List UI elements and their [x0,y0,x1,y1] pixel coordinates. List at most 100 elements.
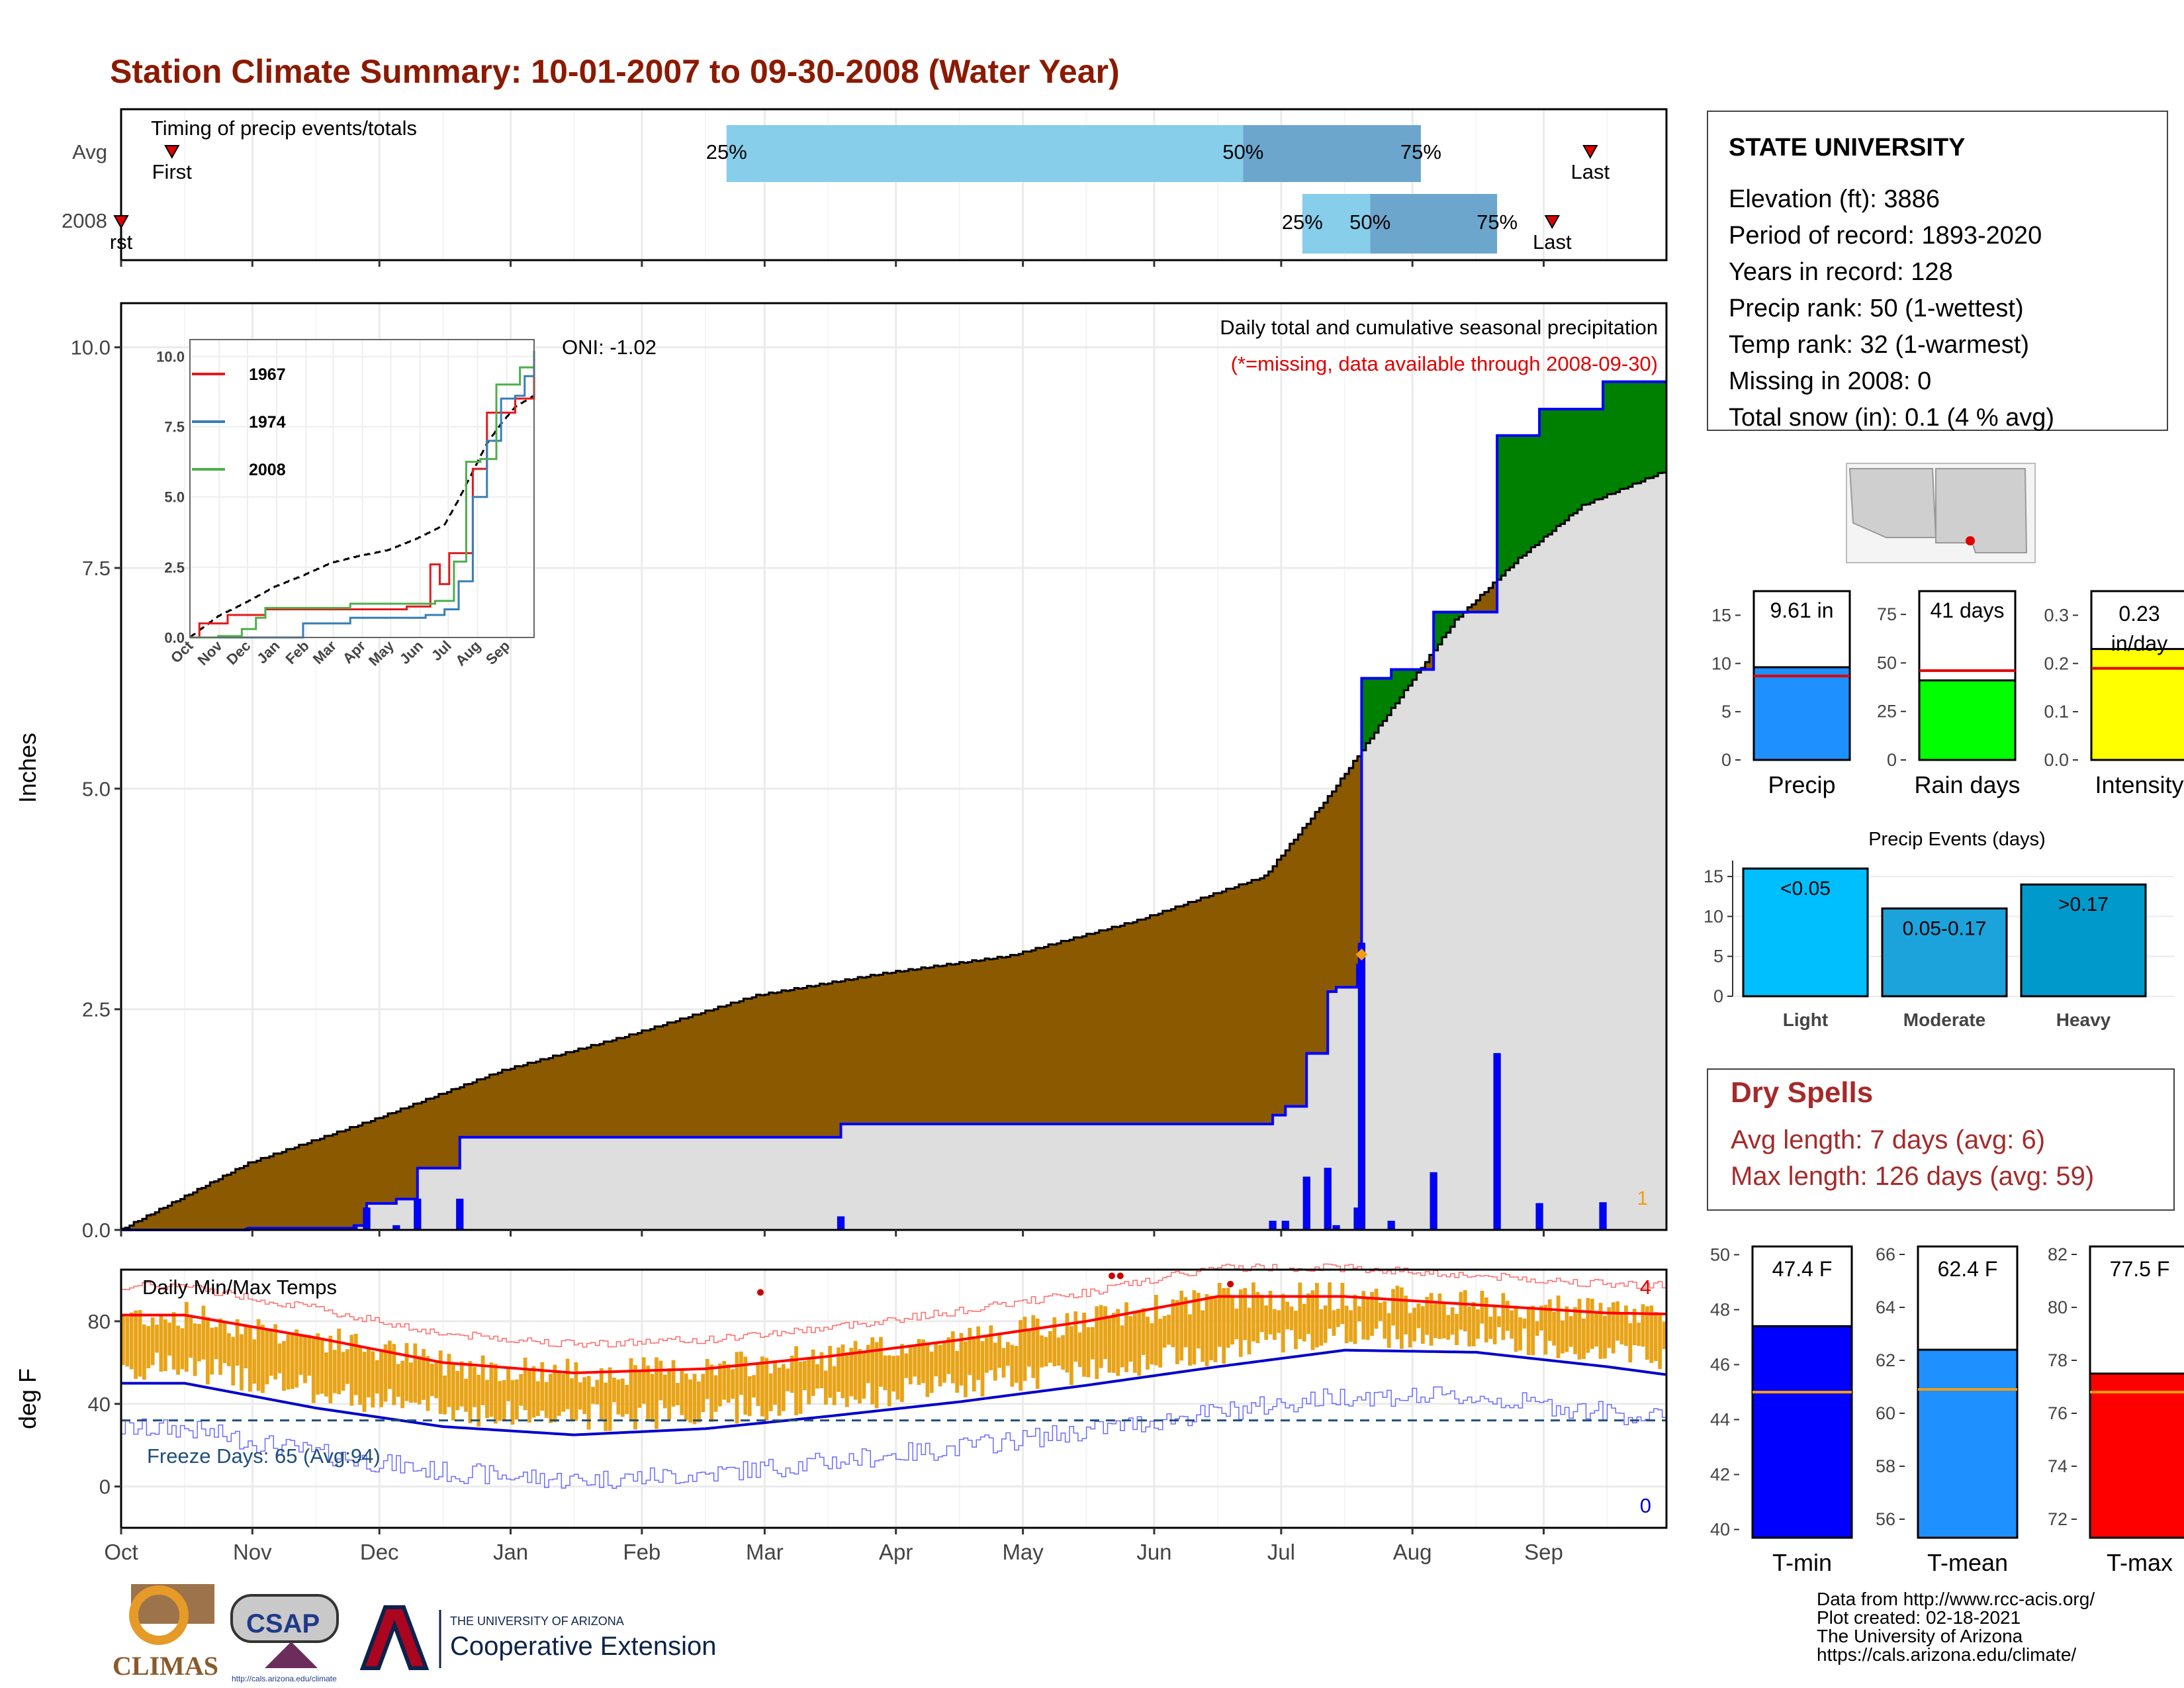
daily-temp-bar [1027,1329,1031,1367]
climas-logo-text: CLIMAS [113,1651,218,1681]
csap-logo-url: http://cals.arizona.edu/climate [232,1674,337,1683]
events-tick-label-3: 15 [1704,867,1723,886]
month-tick-label-10: Aug [1393,1540,1432,1564]
daily-temp-bar [655,1357,659,1429]
daily-temp-bar [862,1352,866,1399]
inset-ytick-4: 10.0 [156,348,185,365]
daily-temp-bar [1255,1291,1260,1344]
daily-temp-bar [146,1326,151,1369]
daily-temp-bar [1450,1307,1455,1335]
summary-tick-label-0-2: 10 [1711,653,1731,673]
daily-temp-bar [616,1379,621,1415]
daily-temp-bar [697,1381,701,1423]
daily-temp-bar [1658,1314,1662,1370]
average-cumulative-line [121,471,1668,1230]
daily-temp-bar [265,1329,269,1385]
daily-temp-bar [1433,1303,1437,1338]
timing-first-marker-2008 [113,215,129,230]
summary-tick-label-0-0: 0 [1721,750,1731,770]
daily-temp-bar [1594,1312,1599,1347]
daily-temp-bar [752,1375,756,1398]
daily-temp-bar [252,1339,257,1384]
daily-temp-bar [400,1360,404,1409]
daily-temp-bar [828,1346,833,1398]
daily-temp-bar [358,1346,363,1405]
daily-temp-bar [950,1331,955,1383]
daily-temp-bar [777,1367,782,1416]
daily-temp-bar [680,1370,684,1415]
daily-temp-bar [371,1351,375,1408]
events-tick-label-1: 5 [1713,947,1723,966]
daily-temp-bar [311,1338,316,1403]
daily-precip-bar [1535,1203,1543,1231]
daily-temp-bar [1095,1306,1099,1380]
daily-temp-bar [743,1356,748,1415]
temp-y-label: deg F [14,1368,41,1429]
daily-temp-bar [303,1335,307,1383]
daily-temp-bar [1492,1305,1497,1344]
daily-temp-bar [1510,1310,1514,1339]
daily-temp-bar [1061,1335,1065,1370]
daily-temp-bar [404,1342,409,1401]
daily-temp-bar [1653,1312,1658,1362]
daily-temp-bar [1285,1301,1290,1330]
daily-temp-bar [1526,1307,1531,1356]
daily-temp-bar [244,1324,248,1369]
daily-temp-bar [286,1334,291,1389]
daily-temp-bar [1455,1313,1459,1346]
daily-temp-bar [1662,1321,1666,1350]
station-line-6: Missing in 2008: 0 [1729,367,1931,395]
timing-p25-2008: 25% [1282,211,1323,234]
daily-temp-bar [349,1335,354,1406]
daily-temp-bar [155,1325,159,1353]
daily-temp-bar [578,1382,582,1410]
month-tick-label-0: Oct [104,1540,138,1564]
daily-precip-bar [1387,1221,1395,1231]
summary-value-2-b: in/day [2111,632,2167,655]
timing-bar-25-50-avg [726,125,1244,182]
daily-temp-bar [184,1301,189,1372]
daily-temp-bar [709,1364,713,1423]
daily-temp-bar [214,1327,218,1360]
daily-temp-bar [307,1335,312,1376]
temp-tick-label-0-3: 46 [1710,1354,1730,1374]
daily-temp-bar [832,1366,837,1405]
hot-count: 4 [1640,1276,1651,1299]
daily-temp-bar [1268,1290,1273,1335]
daily-temp-bar [1281,1293,1285,1353]
temp-tick-label-1-0: 56 [1876,1509,1895,1529]
daily-temp-bar [1471,1302,1476,1346]
summary-value-0: 9.61 in [1770,598,1833,622]
temp-tick-label-2-2: 76 [2048,1403,2068,1423]
inset-xtick-8: Jun [396,637,426,667]
daily-temp-bar [1019,1320,1023,1391]
daily-temp-bar [367,1348,371,1397]
daily-temp-bar [159,1313,163,1372]
daily-temp-bar [874,1342,879,1409]
daily-temp-bar [1395,1286,1400,1340]
ua-logo: THE UNIVERSITY OF ARIZONA Cooperative Ex… [359,1605,716,1670]
timing-last-label-avg: Last [1571,160,1610,183]
precip-ytick-label-1: 2.5 [82,998,111,1021]
freeze-days-label: Freeze Days: 65 (Avg:94) [147,1444,381,1468]
inset-xtick-4: Feb [282,637,312,667]
daily-temp-bar [595,1380,600,1405]
daily-temp-bar [1044,1336,1048,1367]
record-high-marker-1 [1108,1272,1115,1280]
temp-value-1: 62.4 F [1938,1257,1998,1281]
daily-temp-bar [218,1318,222,1375]
daily-temp-bar [815,1364,819,1389]
timing-last-marker-2008 [1544,215,1560,230]
summary-value-bar-1 [1918,679,2017,761]
daily-temp-bar [489,1362,494,1417]
daily-temp-bar [345,1349,349,1384]
csap-logo-text: CSAP [246,1609,320,1638]
daily-temp-bar [582,1377,587,1415]
daily-temp-bar [1128,1316,1133,1362]
daily-temp-bar [1522,1318,1527,1329]
daily-temp-bar [1277,1310,1281,1333]
daily-temp-bar [1141,1308,1146,1355]
daily-temp-bar [879,1336,883,1387]
summary-value-bar-0 [1752,666,1851,761]
daily-temp-bar [409,1362,413,1403]
